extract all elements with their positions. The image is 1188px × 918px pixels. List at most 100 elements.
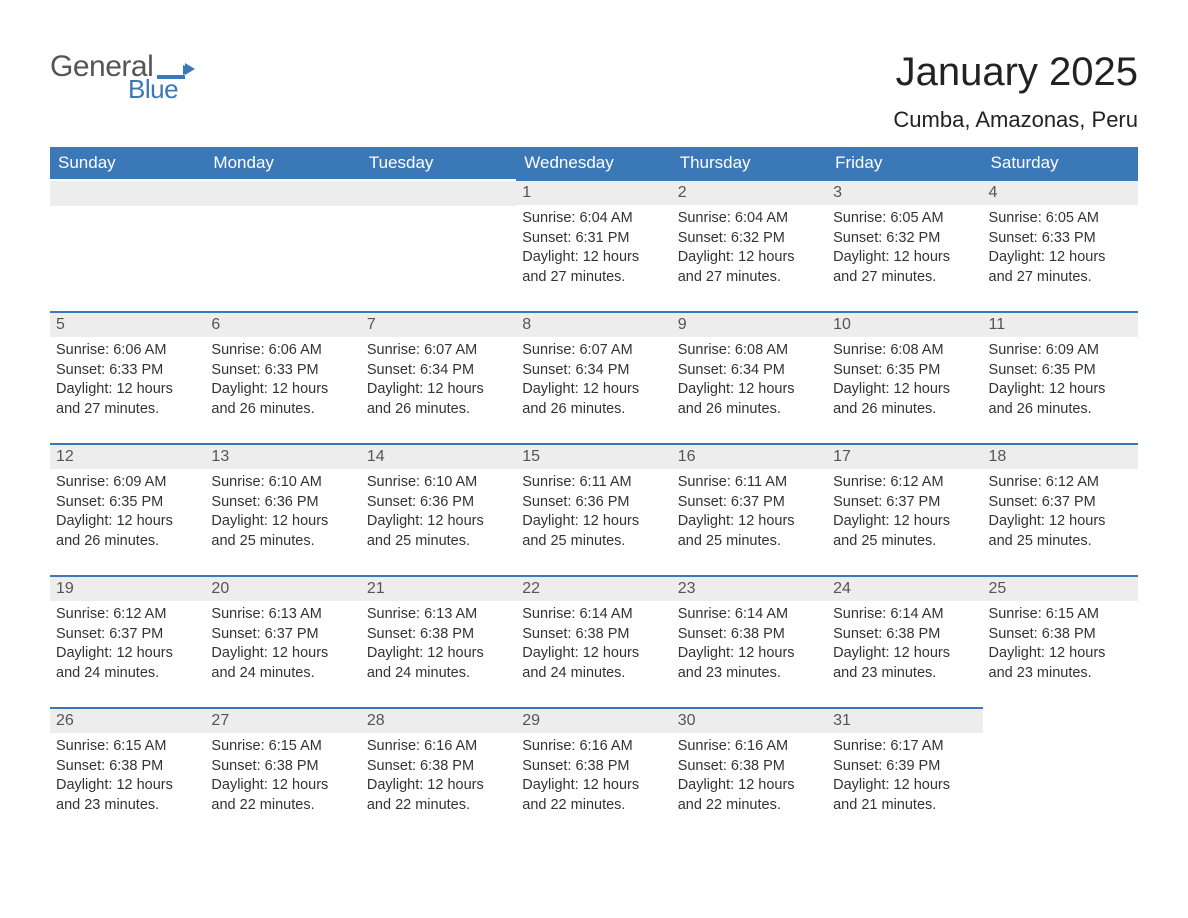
- sunrise-text: Sunrise: 6:09 AM: [989, 341, 1132, 361]
- day-wrap: 30Sunrise: 6:16 AMSunset: 6:38 PMDayligh…: [672, 707, 827, 821]
- weekday-header: Friday: [827, 147, 982, 179]
- day-wrap: 2Sunrise: 6:04 AMSunset: 6:32 PMDaylight…: [672, 179, 827, 293]
- sunset-text: Sunset: 6:38 PM: [678, 625, 821, 645]
- calendar-cell: 7Sunrise: 6:07 AMSunset: 6:34 PMDaylight…: [361, 311, 516, 443]
- daylight-text: Daylight: 12 hours and 27 minutes.: [56, 380, 199, 419]
- calendar-table: SundayMondayTuesdayWednesdayThursdayFrid…: [50, 147, 1138, 839]
- weekday-header: Monday: [205, 147, 360, 179]
- day-wrap: 23Sunrise: 6:14 AMSunset: 6:38 PMDayligh…: [672, 575, 827, 689]
- sunset-text: Sunset: 6:37 PM: [211, 625, 354, 645]
- day-wrap: 3Sunrise: 6:05 AMSunset: 6:32 PMDaylight…: [827, 179, 982, 293]
- calendar-week-row: 12Sunrise: 6:09 AMSunset: 6:35 PMDayligh…: [50, 443, 1138, 575]
- day-wrap: 13Sunrise: 6:10 AMSunset: 6:36 PMDayligh…: [205, 443, 360, 557]
- sunset-text: Sunset: 6:37 PM: [833, 493, 976, 513]
- weekday-header: Saturday: [983, 147, 1138, 179]
- day-number: 25: [983, 577, 1138, 601]
- daylight-text: Daylight: 12 hours and 25 minutes.: [522, 512, 665, 551]
- day-body: Sunrise: 6:05 AMSunset: 6:33 PMDaylight:…: [983, 205, 1138, 293]
- daylight-text: Daylight: 12 hours and 27 minutes.: [833, 248, 976, 287]
- day-wrap: 17Sunrise: 6:12 AMSunset: 6:37 PMDayligh…: [827, 443, 982, 557]
- day-number: 5: [50, 313, 205, 337]
- day-wrap: 15Sunrise: 6:11 AMSunset: 6:36 PMDayligh…: [516, 443, 671, 557]
- day-number: 13: [205, 445, 360, 469]
- sunset-text: Sunset: 6:37 PM: [989, 493, 1132, 513]
- day-number: 30: [672, 709, 827, 733]
- calendar-cell: 19Sunrise: 6:12 AMSunset: 6:37 PMDayligh…: [50, 575, 205, 707]
- day-number: 27: [205, 709, 360, 733]
- sunset-text: Sunset: 6:36 PM: [211, 493, 354, 513]
- calendar-cell: 2Sunrise: 6:04 AMSunset: 6:32 PMDaylight…: [672, 179, 827, 311]
- daylight-text: Daylight: 12 hours and 25 minutes.: [989, 512, 1132, 551]
- day-body: Sunrise: 6:17 AMSunset: 6:39 PMDaylight:…: [827, 733, 982, 821]
- sunrise-text: Sunrise: 6:08 AM: [833, 341, 976, 361]
- sunset-text: Sunset: 6:34 PM: [367, 361, 510, 381]
- day-body: Sunrise: 6:10 AMSunset: 6:36 PMDaylight:…: [361, 469, 516, 557]
- daylight-text: Daylight: 12 hours and 22 minutes.: [367, 776, 510, 815]
- day-body: Sunrise: 6:14 AMSunset: 6:38 PMDaylight:…: [516, 601, 671, 689]
- day-number: 17: [827, 445, 982, 469]
- day-body: Sunrise: 6:15 AMSunset: 6:38 PMDaylight:…: [50, 733, 205, 821]
- daylight-text: Daylight: 12 hours and 26 minutes.: [678, 380, 821, 419]
- day-number: 3: [827, 181, 982, 205]
- day-number: 29: [516, 709, 671, 733]
- calendar-cell: [205, 179, 360, 311]
- daylight-text: Daylight: 12 hours and 26 minutes.: [367, 380, 510, 419]
- day-wrap: 1Sunrise: 6:04 AMSunset: 6:31 PMDaylight…: [516, 179, 671, 293]
- sunrise-text: Sunrise: 6:16 AM: [522, 737, 665, 757]
- calendar-cell: 26Sunrise: 6:15 AMSunset: 6:38 PMDayligh…: [50, 707, 205, 839]
- day-number: 8: [516, 313, 671, 337]
- page: General Blue January 2025 Cumba, Amazona…: [0, 0, 1188, 879]
- day-body: Sunrise: 6:07 AMSunset: 6:34 PMDaylight:…: [516, 337, 671, 425]
- sunset-text: Sunset: 6:36 PM: [367, 493, 510, 513]
- calendar-week-row: 1Sunrise: 6:04 AMSunset: 6:31 PMDaylight…: [50, 179, 1138, 311]
- location-label: Cumba, Amazonas, Peru: [893, 107, 1138, 133]
- daylight-text: Daylight: 12 hours and 25 minutes.: [678, 512, 821, 551]
- sunset-text: Sunset: 6:38 PM: [367, 625, 510, 645]
- daylight-text: Daylight: 12 hours and 22 minutes.: [211, 776, 354, 815]
- day-number: 20: [205, 577, 360, 601]
- day-body: Sunrise: 6:04 AMSunset: 6:31 PMDaylight:…: [516, 205, 671, 293]
- header-row: General Blue January 2025 Cumba, Amazona…: [50, 50, 1138, 139]
- sunrise-text: Sunrise: 6:11 AM: [678, 473, 821, 493]
- sunrise-text: Sunrise: 6:14 AM: [678, 605, 821, 625]
- day-wrap: 27Sunrise: 6:15 AMSunset: 6:38 PMDayligh…: [205, 707, 360, 821]
- sunrise-text: Sunrise: 6:06 AM: [211, 341, 354, 361]
- day-wrap: 14Sunrise: 6:10 AMSunset: 6:36 PMDayligh…: [361, 443, 516, 557]
- sunset-text: Sunset: 6:38 PM: [522, 757, 665, 777]
- sunrise-text: Sunrise: 6:04 AM: [678, 209, 821, 229]
- calendar-cell: 10Sunrise: 6:08 AMSunset: 6:35 PMDayligh…: [827, 311, 982, 443]
- sunrise-text: Sunrise: 6:11 AM: [522, 473, 665, 493]
- logo: General Blue: [50, 50, 195, 105]
- sunset-text: Sunset: 6:38 PM: [522, 625, 665, 645]
- sunset-text: Sunset: 6:37 PM: [678, 493, 821, 513]
- day-wrap: 6Sunrise: 6:06 AMSunset: 6:33 PMDaylight…: [205, 311, 360, 425]
- day-number: 2: [672, 181, 827, 205]
- day-body: Sunrise: 6:13 AMSunset: 6:38 PMDaylight:…: [361, 601, 516, 689]
- daylight-text: Daylight: 12 hours and 26 minutes.: [522, 380, 665, 419]
- day-number: 12: [50, 445, 205, 469]
- day-wrap: 18Sunrise: 6:12 AMSunset: 6:37 PMDayligh…: [983, 443, 1138, 557]
- calendar-cell: [983, 707, 1138, 839]
- day-number: 6: [205, 313, 360, 337]
- day-number: 15: [516, 445, 671, 469]
- day-body: Sunrise: 6:09 AMSunset: 6:35 PMDaylight:…: [50, 469, 205, 557]
- sunrise-text: Sunrise: 6:04 AM: [522, 209, 665, 229]
- sunrise-text: Sunrise: 6:05 AM: [989, 209, 1132, 229]
- daylight-text: Daylight: 12 hours and 23 minutes.: [989, 644, 1132, 683]
- day-number: 28: [361, 709, 516, 733]
- sunrise-text: Sunrise: 6:15 AM: [211, 737, 354, 757]
- sunset-text: Sunset: 6:33 PM: [211, 361, 354, 381]
- empty-day-header: [50, 181, 205, 206]
- sunrise-text: Sunrise: 6:09 AM: [56, 473, 199, 493]
- month-title: January 2025: [893, 50, 1138, 95]
- sunset-text: Sunset: 6:31 PM: [522, 229, 665, 249]
- sunset-text: Sunset: 6:32 PM: [833, 229, 976, 249]
- day-body: Sunrise: 6:05 AMSunset: 6:32 PMDaylight:…: [827, 205, 982, 293]
- day-wrap: 31Sunrise: 6:17 AMSunset: 6:39 PMDayligh…: [827, 707, 982, 821]
- day-wrap: 29Sunrise: 6:16 AMSunset: 6:38 PMDayligh…: [516, 707, 671, 821]
- sunset-text: Sunset: 6:34 PM: [522, 361, 665, 381]
- daylight-text: Daylight: 12 hours and 26 minutes.: [56, 512, 199, 551]
- sunrise-text: Sunrise: 6:10 AM: [367, 473, 510, 493]
- day-body: Sunrise: 6:08 AMSunset: 6:34 PMDaylight:…: [672, 337, 827, 425]
- calendar-cell: 5Sunrise: 6:06 AMSunset: 6:33 PMDaylight…: [50, 311, 205, 443]
